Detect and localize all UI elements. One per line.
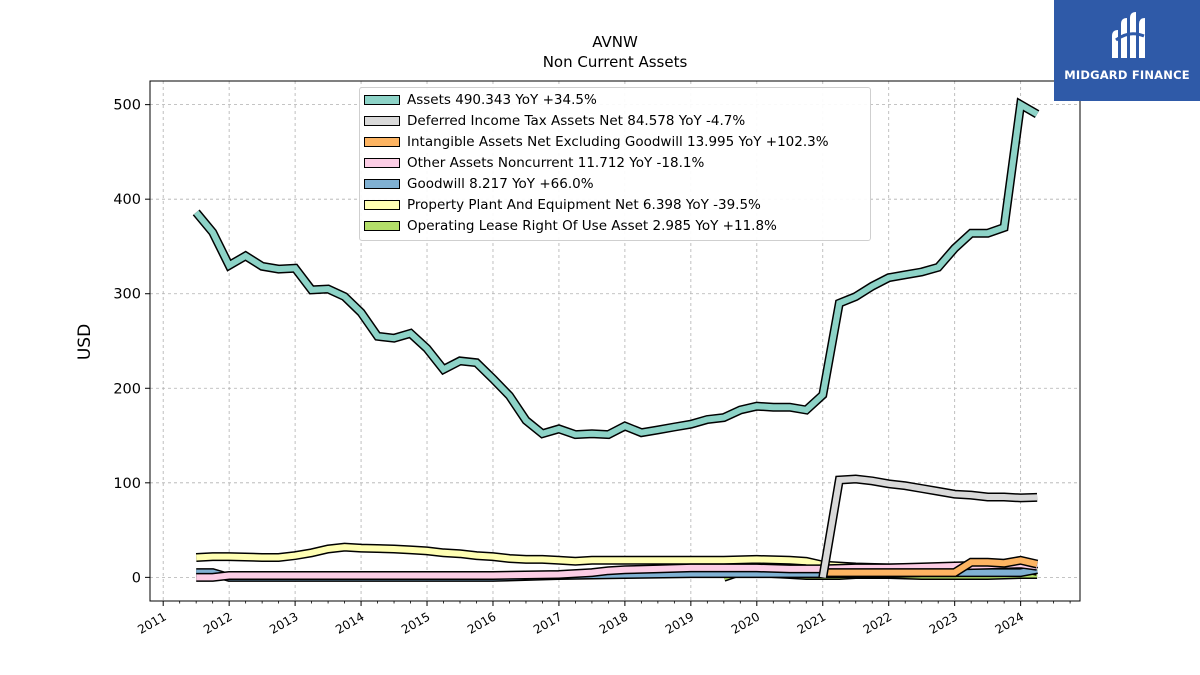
- series-line: [196, 561, 1038, 581]
- y-tick-label: 300: [113, 287, 141, 303]
- x-tick-label: 2013: [267, 609, 300, 636]
- y-tick-label: 0: [132, 570, 141, 586]
- legend-swatch: [364, 158, 400, 168]
- legend-label: Assets 490.343 YoY +34.5%: [407, 92, 597, 108]
- legend-item: Assets 490.343 YoY +34.5%: [360, 91, 870, 112]
- x-tick-label: 2022: [861, 609, 894, 636]
- legend-item: Intangible Assets Net Excluding Goodwill…: [360, 133, 870, 154]
- series-line: [193, 99, 1039, 438]
- series-line: [822, 557, 1038, 576]
- legend-label: Property Plant And Equipment Net 6.398 Y…: [407, 197, 761, 213]
- legend-swatch: [364, 179, 400, 189]
- series-layer: [192, 97, 1040, 582]
- x-tick-label: 2015: [399, 609, 432, 636]
- x-tick-label: 2020: [729, 609, 762, 636]
- y-tick-label: 100: [113, 476, 141, 492]
- brand-name: MIDGARD FINANCE: [1064, 68, 1190, 82]
- legend-label: Deferred Income Tax Assets Net 84.578 Yo…: [407, 113, 746, 129]
- legend-item: Property Plant And Equipment Net 6.398 Y…: [360, 196, 870, 217]
- legend: Assets 490.343 YoY +34.5% Deferred Income…: [359, 87, 871, 241]
- y-tick-label: 400: [113, 192, 141, 208]
- chart-subtitle: Non Current Assets: [542, 53, 688, 71]
- x-tick-label: 2011: [135, 609, 168, 636]
- y-tick-label: 200: [113, 381, 141, 397]
- legend-item: Deferred Income Tax Assets Net 84.578 Yo…: [360, 112, 870, 133]
- legend-swatch: [364, 137, 400, 147]
- legend-label: Intangible Assets Net Excluding Goodwill…: [407, 134, 829, 150]
- chart-title: AVNW: [592, 33, 638, 51]
- legend-item: Operating Lease Right Of Use Asset 2.985…: [360, 217, 870, 238]
- legend-label: Other Assets Noncurrent 11.712 YoY -18.1…: [407, 155, 705, 171]
- x-tick-label: 2024: [993, 609, 1026, 636]
- legend-label: Goodwill 8.217 YoY +66.0%: [407, 176, 594, 192]
- legend-swatch: [364, 221, 400, 231]
- x-tick-label: 2023: [927, 609, 960, 636]
- legend-swatch: [364, 95, 400, 105]
- plot-frame: [149, 80, 1081, 602]
- y-axis-label: USD: [75, 323, 95, 361]
- x-tick-label: 2021: [795, 609, 828, 636]
- x-tick-label: 2019: [663, 609, 696, 636]
- x-tick-label: 2017: [531, 609, 564, 636]
- brand-logo: MIDGARD FINANCE: [1054, 0, 1200, 101]
- series-line: [819, 475, 1038, 578]
- legend-swatch: [364, 200, 400, 210]
- x-tick-label: 2012: [201, 609, 234, 636]
- legend-label: Operating Lease Right Of Use Asset 2.985…: [407, 218, 777, 234]
- x-tick-label: 2018: [597, 609, 630, 636]
- y-tick-label: 500: [113, 98, 141, 114]
- legend-item: Goodwill 8.217 YoY +66.0%: [360, 175, 870, 196]
- legend-item: Other Assets Noncurrent 11.712 YoY -18.1…: [360, 154, 870, 175]
- legend-swatch: [364, 116, 400, 126]
- midgard-logo-icon: [1112, 12, 1145, 58]
- x-tick-label: 2014: [333, 609, 366, 636]
- x-tick-label: 2016: [465, 609, 498, 636]
